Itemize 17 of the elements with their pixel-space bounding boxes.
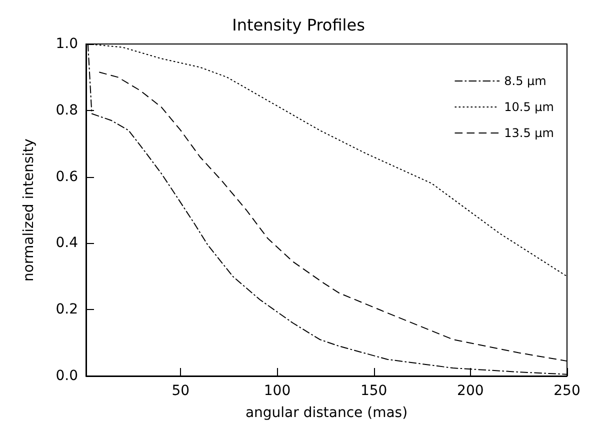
y-tick-label: 1.0 — [56, 36, 78, 52]
y-tick-label: 0.4 — [56, 235, 78, 252]
x-axis-title: angular distance (mas) — [245, 405, 408, 421]
legend-label: 13.5 μm — [504, 126, 554, 140]
x-tick-label: 250 — [554, 383, 580, 399]
legend-label: 8.5 μm — [504, 74, 546, 88]
y-tick-label: 0.2 — [56, 302, 78, 318]
y-tick-label: 0.0 — [56, 368, 78, 384]
y-axis-title: normalized intensity — [21, 138, 37, 282]
x-tick-label: 100 — [264, 383, 291, 399]
y-tick-label: 0.8 — [56, 102, 78, 118]
x-tick-label: 150 — [360, 383, 388, 399]
x-tick-label: 50 — [172, 383, 190, 399]
y-tick-label: 0.6 — [56, 168, 78, 185]
chart-title: Intensity Profiles — [232, 16, 365, 34]
legend-label: 10.5 μm — [504, 100, 554, 114]
x-tick-label: 200 — [457, 383, 484, 399]
